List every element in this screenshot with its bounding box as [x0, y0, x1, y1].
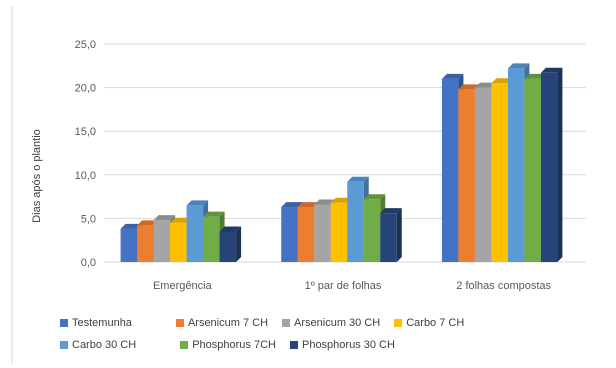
legend-row: Carbo 30 CH Phosphorus 7CH Phosphorus 30 C… [60, 334, 600, 356]
legend-item: Carbo 30 CH [60, 339, 136, 351]
bar-top [170, 217, 192, 223]
bar-top [120, 223, 143, 229]
bar-front [347, 181, 364, 262]
bar-front [120, 228, 138, 262]
legend-item: Phosphorus 30 CH [289, 339, 395, 351]
y-tick-label: 0,0 [81, 257, 96, 269]
legend-label: Phosphorus 30 CH [301, 339, 395, 351]
bar [219, 226, 242, 262]
legend-label: Arsenicum 30 CH [294, 317, 381, 329]
bar-top [507, 63, 530, 69]
bar-front [441, 78, 459, 262]
bar-front [170, 222, 187, 262]
legend-item: Testemunha [60, 317, 132, 329]
legend-item: Arsenicum 30 CH [282, 317, 380, 329]
legend-swatch [60, 319, 68, 327]
bar-front [314, 204, 331, 262]
bar-top [540, 67, 563, 73]
y-tick-label: 25,0 [75, 39, 96, 51]
bar-top [219, 226, 242, 232]
legend-item: Carbo 7 CH [394, 317, 464, 329]
bar-front [281, 207, 298, 262]
bar-top [314, 199, 336, 205]
y-tick-label: 15,0 [75, 126, 96, 138]
bar-side [557, 67, 563, 262]
x-tick-label: Emergência [153, 280, 213, 292]
bar-top [363, 194, 386, 200]
bar-front [507, 68, 525, 262]
bar-top [153, 215, 176, 221]
legend-item: Arsenicum 7 CH [175, 317, 269, 329]
x-axis-ticks: Emergência 1º par de folhas 2 folhas compo… [153, 280, 552, 292]
bar-front [524, 78, 541, 262]
bar-top [281, 202, 303, 208]
legend: Testemunha Arsenicum 7 CH Arsenicum 30 CH C… [60, 312, 600, 356]
bar-front [203, 216, 220, 262]
x-tick-label: 2 folhas compostas [456, 280, 551, 292]
bar-top [474, 82, 497, 88]
bar-front [540, 72, 558, 262]
legend-item: Phosphorus 7CH [180, 339, 276, 351]
legend-row: Testemunha Arsenicum 7 CH Arsenicum 30 CH C… [60, 312, 600, 334]
y-tick-label: 5,0 [81, 213, 96, 225]
bar-front [153, 220, 171, 262]
bar-front [491, 83, 508, 263]
y-tick-label: 10,0 [75, 170, 96, 182]
legend-label: Arsenicum 7 CH [187, 317, 269, 329]
legend-label: Phosphorus 7CH [192, 339, 276, 351]
x-tick-label: 1º par de folhas [305, 280, 382, 292]
bar-top [458, 84, 480, 90]
bar-top [203, 211, 225, 217]
bar-front [186, 205, 204, 262]
bar-top [441, 73, 464, 79]
bar-top [347, 176, 369, 182]
bars [120, 63, 563, 263]
bar-top [186, 200, 209, 206]
legend-swatch [394, 319, 403, 327]
bar-front [363, 199, 381, 262]
bar-top [297, 202, 320, 208]
bar-top [491, 78, 513, 84]
y-tick-label: 20,0 [75, 83, 96, 95]
bar-front [380, 213, 397, 262]
y-axis-label: Dias após o plantio [31, 129, 43, 223]
bar-top [137, 220, 159, 226]
bar [540, 67, 563, 262]
bar-front [330, 202, 348, 262]
bar-front [458, 89, 475, 263]
bar-side [236, 226, 242, 262]
bar-front [137, 225, 154, 262]
legend-swatch [60, 341, 68, 349]
legend-swatch [282, 319, 291, 327]
legend-swatch [289, 341, 298, 349]
bar-top [330, 197, 353, 203]
y-axis-ticks: 0,0 5,0 10,0 15,0 20,0 25,0 [75, 39, 96, 269]
bar-front [474, 87, 492, 262]
bar-front [297, 207, 315, 262]
bar-front [219, 231, 237, 262]
bar-side [396, 208, 402, 262]
legend-label: Carbo 7 CH [406, 317, 465, 329]
bar-top [380, 208, 402, 214]
bar [380, 208, 402, 262]
bar-top [524, 73, 546, 79]
legend-label: Testemunha [72, 317, 132, 329]
legend-label: Carbo 30 CH [72, 339, 137, 351]
legend-swatch [180, 341, 189, 349]
legend-swatch [175, 319, 184, 327]
